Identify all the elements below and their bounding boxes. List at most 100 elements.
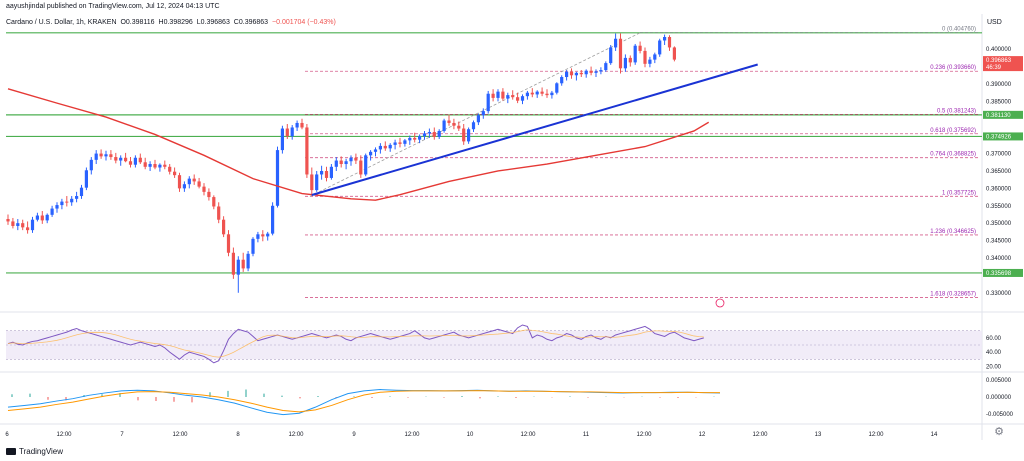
candle-body (418, 136, 422, 140)
x-tick-label: 7 (120, 432, 124, 438)
candle-body (545, 93, 549, 96)
candle-body (452, 122, 456, 126)
candle-body (55, 205, 59, 209)
y-tick-label: 0.340000 (986, 256, 1012, 262)
candle-body (182, 184, 186, 189)
high-value: H0.398296 (158, 19, 193, 26)
candle-body (143, 162, 147, 167)
candle-body (65, 201, 69, 203)
candle-body (388, 144, 392, 149)
y-tick-label: 0.355000 (986, 204, 1012, 210)
candle-body (275, 150, 280, 206)
x-tick-label: 10 (467, 432, 474, 438)
candle-body (618, 38, 623, 69)
candle-body (138, 157, 142, 163)
y-tick-label: 0.360000 (986, 186, 1012, 192)
candle-body (393, 142, 397, 145)
candle-body (21, 223, 25, 228)
candle-body (285, 128, 289, 137)
candle-body (334, 160, 338, 167)
candle-body (153, 164, 157, 168)
candle-body (413, 137, 417, 140)
y-tick-label: 0.365000 (986, 169, 1012, 175)
x-tick-label: 12:00 (520, 432, 536, 438)
candle-body (442, 120, 446, 131)
candle-body (491, 93, 495, 98)
candle-body (623, 57, 627, 69)
fib-level-label: 0.236 (0.393660) (930, 65, 976, 71)
candle-body (476, 115, 480, 123)
candle-body (30, 219, 35, 231)
x-tick-label: 12:00 (404, 432, 420, 438)
candle-body (26, 227, 30, 231)
y-tick-label: 0.390000 (986, 82, 1012, 88)
fib-level-label: 1.618 (0.328657) (930, 291, 976, 297)
candle-body (511, 95, 515, 98)
candle-body (79, 187, 84, 197)
candle-body (565, 71, 569, 78)
fib-level-label: 1 (0.357725) (942, 190, 976, 196)
candle-body (163, 164, 167, 167)
x-tick-label: 12:00 (868, 432, 884, 438)
y-tick-label: 0.400000 (986, 47, 1012, 53)
candle-body (525, 92, 529, 97)
macd-tick-label: -0.005000 (986, 412, 1014, 418)
candle-body (432, 132, 436, 137)
candle-body (84, 170, 88, 188)
candle-body (231, 252, 235, 275)
candle-body (236, 259, 240, 275)
candle-body (256, 234, 260, 239)
candle-body (94, 153, 98, 160)
candle-body (89, 159, 93, 171)
candle-body (535, 91, 539, 95)
tradingview-mark-icon (6, 448, 16, 455)
x-tick-label: 12:00 (172, 432, 188, 438)
candle-body (628, 57, 632, 63)
candle-body (501, 91, 505, 99)
macd-line (7, 389, 721, 416)
moving-average-line (7, 88, 710, 201)
price-axis-label-bg (983, 268, 1023, 277)
candle-body (261, 234, 265, 237)
candle-body (540, 91, 544, 94)
candle-body (50, 208, 54, 215)
candle-body (40, 215, 44, 221)
candle-body (168, 166, 172, 172)
candle-body (324, 170, 329, 178)
x-tick-label: 12:00 (56, 432, 72, 438)
candle-body (373, 149, 378, 152)
candle-body (550, 92, 554, 96)
candle-body (633, 45, 637, 63)
candle-body (560, 77, 564, 84)
candle-body (398, 142, 402, 144)
candle-body (173, 171, 177, 176)
y-tick-label: 0.350000 (986, 221, 1012, 227)
candle-body (569, 71, 574, 76)
candle-body (128, 161, 133, 165)
candle-body (104, 154, 108, 157)
candle-body (305, 127, 309, 175)
fib-level-label: 0 (0.404760) (942, 27, 976, 33)
candle-body (579, 72, 583, 75)
candle-body (339, 160, 343, 165)
candle-body (457, 125, 461, 129)
candle-body (158, 164, 162, 168)
candle-body (481, 111, 485, 116)
candle-body (427, 132, 431, 134)
gear-icon[interactable]: ⚙ (994, 425, 1004, 438)
candle-body (496, 91, 500, 98)
candle-body (672, 47, 676, 60)
candle-body (638, 45, 642, 51)
candle-body (177, 175, 182, 189)
x-tick-label: 12:00 (636, 432, 652, 438)
open-value: O0.398116 (120, 19, 155, 26)
macd-tick-label: 0.000000 (986, 395, 1012, 401)
candle-body (124, 157, 128, 162)
candle-body (648, 59, 652, 64)
candle-body (119, 157, 123, 161)
candle-body (6, 219, 10, 222)
x-tick-label: 14 (931, 432, 938, 438)
candle-body (349, 157, 353, 162)
x-tick-label: 12:00 (752, 432, 768, 438)
low-value: L0.396863 (196, 19, 230, 26)
